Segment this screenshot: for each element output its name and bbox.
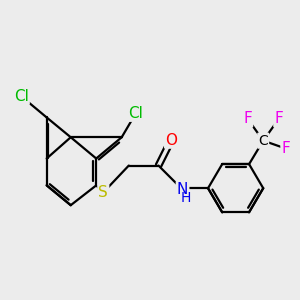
Text: F: F (243, 111, 252, 126)
Text: F: F (281, 141, 290, 156)
Text: F: F (274, 111, 283, 126)
Text: H: H (181, 191, 191, 205)
Text: Cl: Cl (14, 89, 28, 104)
Text: Cl: Cl (128, 106, 143, 121)
Text: C: C (258, 134, 268, 148)
Text: O: O (165, 133, 177, 148)
Text: S: S (98, 185, 108, 200)
Text: N: N (177, 182, 188, 197)
